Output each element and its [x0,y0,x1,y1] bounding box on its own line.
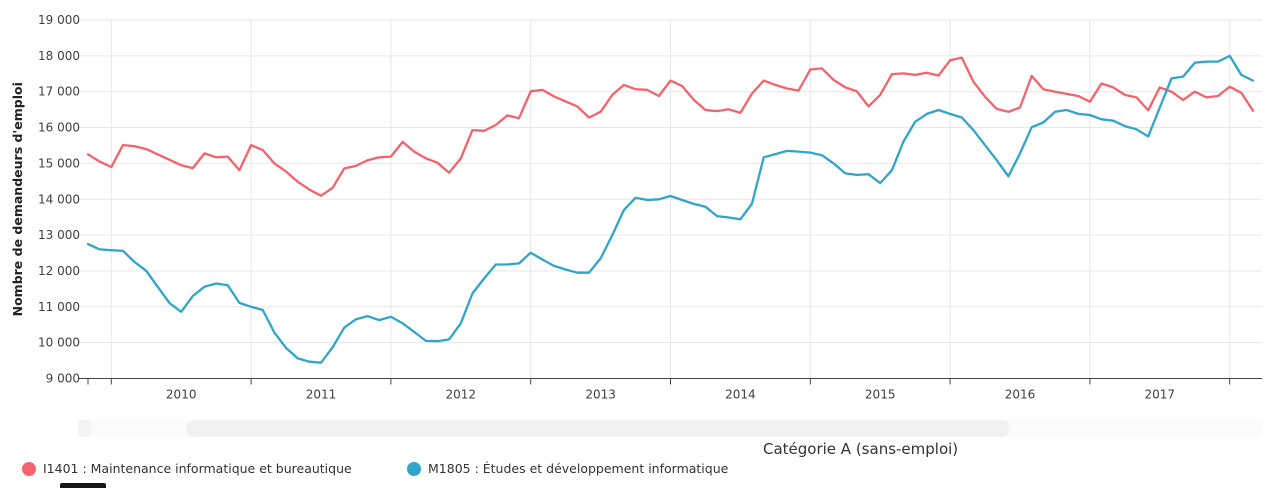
y-axis-title: Nombre de demandeurs d'emploi [10,82,25,316]
y-axis: 19 000 18 000 17 000 16 000 15 000 14 000 13 0… [10,13,80,386]
y-tick-label: 15 000 [38,156,80,170]
line-chart: 2010 2011 2012 2013 2014 2015 2016 2017 19 000 18… [10,13,1262,402]
y-tick-label: 19 000 [38,13,80,27]
category-caption: Catégorie A (sans-emploi) [763,440,959,458]
y-tick-label: 17 000 [38,85,80,99]
x-tick-label: 2015 [865,388,896,402]
x-tick-label: 2017 [1145,388,1176,402]
series-line-m1805[interactable] [86,54,1255,364]
legend-item-i1401[interactable]: I1401 : Maintenance informatique et bure… [22,461,352,476]
scrollbar-thumb[interactable] [186,420,1010,437]
scrollbar-left-cap[interactable] [78,420,91,437]
legend-marker-m1805-icon [407,461,421,476]
y-tick-label: 9 000 [46,372,80,386]
legend-item-m1805[interactable]: M1805 : Études et développement informat… [407,461,728,476]
x-tick-label: 2012 [446,388,477,402]
y-tick-label: 11 000 [38,300,80,314]
legend-label-m1805: M1805 : Études et développement informat… [428,461,729,476]
x-tick-label: 2014 [725,388,756,402]
x-tick-label: 2011 [306,388,337,402]
y-tick-label: 13 000 [38,228,80,242]
y-tick-label: 16 000 [38,121,80,135]
scrollbar-track[interactable] [78,420,1262,437]
y-tick-label: 18 000 [38,49,80,63]
y-tick-label: 10 000 [38,336,80,350]
y-tick-label: 14 000 [38,192,80,206]
x-tick-label: 2016 [1005,388,1036,402]
x-axis: 2010 2011 2012 2013 2014 2015 2016 2017 [78,378,1262,402]
series-line-i1401[interactable] [86,56,1255,197]
gridlines [78,19,1262,379]
y-tick-label: 12 000 [38,264,80,278]
legend-marker-i1401-icon [22,461,36,476]
x-tick-label: 2013 [585,388,616,402]
bottom-edge-fragment [60,483,106,488]
legend-label-i1401: I1401 : Maintenance informatique et bure… [43,461,352,476]
x-tick-label: 2010 [166,388,197,402]
